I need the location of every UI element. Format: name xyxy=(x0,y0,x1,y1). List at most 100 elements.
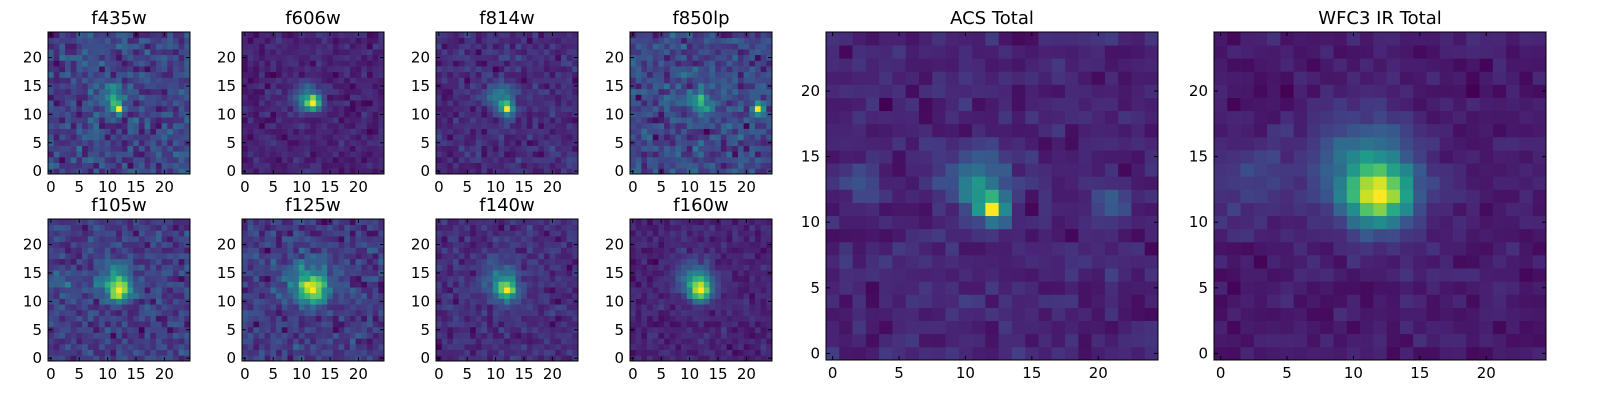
heatmap-cell xyxy=(1078,71,1092,85)
heatmap-cell xyxy=(538,94,545,101)
heatmap-cell xyxy=(315,111,322,118)
heatmap-cell xyxy=(172,151,179,158)
heatmap-cell xyxy=(504,71,511,78)
heatmap-cell xyxy=(566,66,573,73)
heatmap-cell xyxy=(293,105,300,112)
heatmap-cell xyxy=(766,94,773,101)
heatmap-cell xyxy=(560,111,567,118)
heatmap-cell xyxy=(1011,268,1026,282)
heatmap-cell xyxy=(144,151,151,158)
heatmap-cell xyxy=(138,247,145,254)
heatmap-cell xyxy=(53,343,60,350)
heatmap-cell xyxy=(361,309,368,316)
heatmap-cell xyxy=(150,332,157,339)
heatmap-cell xyxy=(138,343,145,350)
y-tick-label: 5 xyxy=(32,134,42,152)
heatmap-cell xyxy=(515,343,522,350)
heatmap-cell xyxy=(526,128,533,135)
x-tick-label: 0 xyxy=(240,365,250,383)
heatmap-cell xyxy=(138,151,145,158)
heatmap-cell xyxy=(1038,333,1053,348)
heatmap-cell xyxy=(879,110,893,125)
heatmap-cell xyxy=(121,298,128,305)
heatmap-cell xyxy=(532,304,539,311)
heatmap-cell xyxy=(99,236,106,243)
heatmap-cell xyxy=(270,49,277,56)
heatmap-cell xyxy=(253,219,260,226)
heatmap-cell xyxy=(310,145,317,152)
heatmap-cell xyxy=(293,77,300,84)
heatmap-cell xyxy=(310,349,317,356)
heatmap-cell xyxy=(167,281,174,288)
heatmap-cell xyxy=(99,258,106,265)
heatmap-cell xyxy=(276,94,283,101)
heatmap-cell xyxy=(332,66,339,73)
heatmap-cell xyxy=(127,258,134,265)
heatmap-cell xyxy=(464,49,471,56)
heatmap-cell xyxy=(270,162,277,169)
heatmap-cell xyxy=(315,122,322,129)
heatmap-cell xyxy=(116,304,123,311)
heatmap-cell xyxy=(276,264,283,271)
heatmap-cell xyxy=(1038,110,1053,125)
heatmap-cell xyxy=(985,97,999,112)
heatmap-cell xyxy=(686,162,693,169)
heatmap-cell xyxy=(82,258,89,265)
heatmap-cell xyxy=(59,94,66,101)
heatmap-cell xyxy=(144,128,151,135)
heatmap-cell xyxy=(65,281,72,288)
heatmap-cell xyxy=(732,49,739,56)
heatmap-cell xyxy=(865,215,880,230)
heatmap-cell xyxy=(447,111,454,118)
heatmap-cell xyxy=(293,241,300,248)
heatmap-cell xyxy=(1104,110,1119,125)
heatmap-cell xyxy=(709,77,716,84)
heatmap-cell xyxy=(264,77,271,84)
heatmap-cell xyxy=(121,270,128,277)
heatmap-cell xyxy=(133,343,140,350)
heatmap-cell xyxy=(549,128,556,135)
heatmap-cell xyxy=(327,66,334,73)
heatmap-cell xyxy=(879,176,893,190)
heatmap-cell xyxy=(498,77,505,84)
heatmap-cell xyxy=(378,264,385,271)
heatmap-cell xyxy=(161,83,168,90)
heatmap-cell xyxy=(760,156,767,163)
heatmap-cell xyxy=(958,307,973,321)
heatmap-cell xyxy=(138,49,145,56)
heatmap-cell xyxy=(87,139,94,146)
heatmap-cell xyxy=(458,281,465,288)
heatmap-cell xyxy=(366,32,373,39)
heatmap-cell xyxy=(766,60,773,67)
heatmap-cell xyxy=(760,83,767,90)
heatmap-cell xyxy=(566,151,573,158)
heatmap-cell xyxy=(87,83,94,90)
heatmap-cell xyxy=(766,105,773,112)
heatmap-cell xyxy=(87,117,94,124)
heatmap-cell xyxy=(572,321,579,328)
heatmap-cell xyxy=(652,134,659,141)
heatmap-cell xyxy=(349,32,356,39)
heatmap-cell xyxy=(93,332,100,339)
heatmap-cell xyxy=(366,139,373,146)
heatmap-cell xyxy=(826,97,840,112)
heatmap-cell xyxy=(526,77,533,84)
heatmap-cell xyxy=(310,230,317,237)
heatmap-cell xyxy=(1091,307,1106,321)
heatmap-cell xyxy=(686,139,693,146)
heatmap-cell xyxy=(99,162,106,169)
heatmap-cell xyxy=(366,230,373,237)
heatmap-cell xyxy=(532,83,539,90)
heatmap-cell xyxy=(1118,84,1132,98)
heatmap-cell xyxy=(543,117,550,124)
heatmap-cell xyxy=(538,326,545,333)
heatmap-cell xyxy=(543,332,550,339)
heatmap-cell xyxy=(144,247,151,254)
heatmap-cell xyxy=(349,111,356,118)
heatmap-cell xyxy=(709,37,716,44)
heatmap-cell xyxy=(172,343,179,350)
heatmap-cell xyxy=(720,128,727,135)
heatmap-cell xyxy=(321,105,328,112)
heatmap-cell xyxy=(287,264,294,271)
heatmap-cell xyxy=(138,224,145,231)
